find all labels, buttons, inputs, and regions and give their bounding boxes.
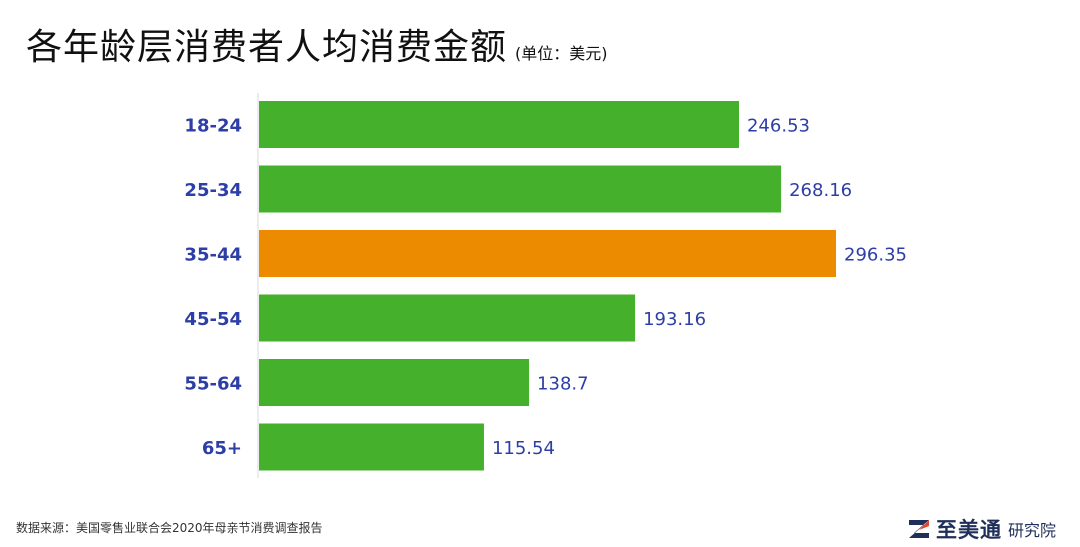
bar <box>259 359 530 406</box>
category-label: 18-24 <box>184 116 242 137</box>
value-label: 268.16 <box>789 180 852 201</box>
chart-unit: (单位：美元) <box>515 44 608 63</box>
brand: 至美通 研究院 <box>906 514 1056 544</box>
category-label: 25-34 <box>184 180 242 201</box>
brand-name: 至美通 <box>936 518 1002 542</box>
value-label: 246.53 <box>747 116 810 137</box>
category-label: 65+ <box>202 438 242 459</box>
value-label: 138.7 <box>537 374 589 395</box>
category-label: 45-54 <box>184 309 242 330</box>
brand-subtitle: 研究院 <box>1008 521 1057 540</box>
value-label: 115.54 <box>492 438 555 459</box>
data-source: 数据来源：美国零售业联合会2020年母亲节消费调查报告 <box>16 521 323 535</box>
bar <box>259 423 484 471</box>
bar <box>259 230 836 277</box>
brand-logo-icon <box>909 520 929 538</box>
bar <box>259 165 782 213</box>
bar <box>259 294 636 342</box>
bar <box>259 101 739 148</box>
chart-title-row: 各年龄层消费者人均消费金额 (单位：美元) <box>26 18 608 70</box>
value-label: 296.35 <box>844 245 907 266</box>
value-label: 193.16 <box>643 309 706 330</box>
chart-title: 各年龄层消费者人均消费金额 <box>26 27 508 68</box>
category-label: 35-44 <box>184 245 242 266</box>
category-label: 55-64 <box>184 374 242 395</box>
